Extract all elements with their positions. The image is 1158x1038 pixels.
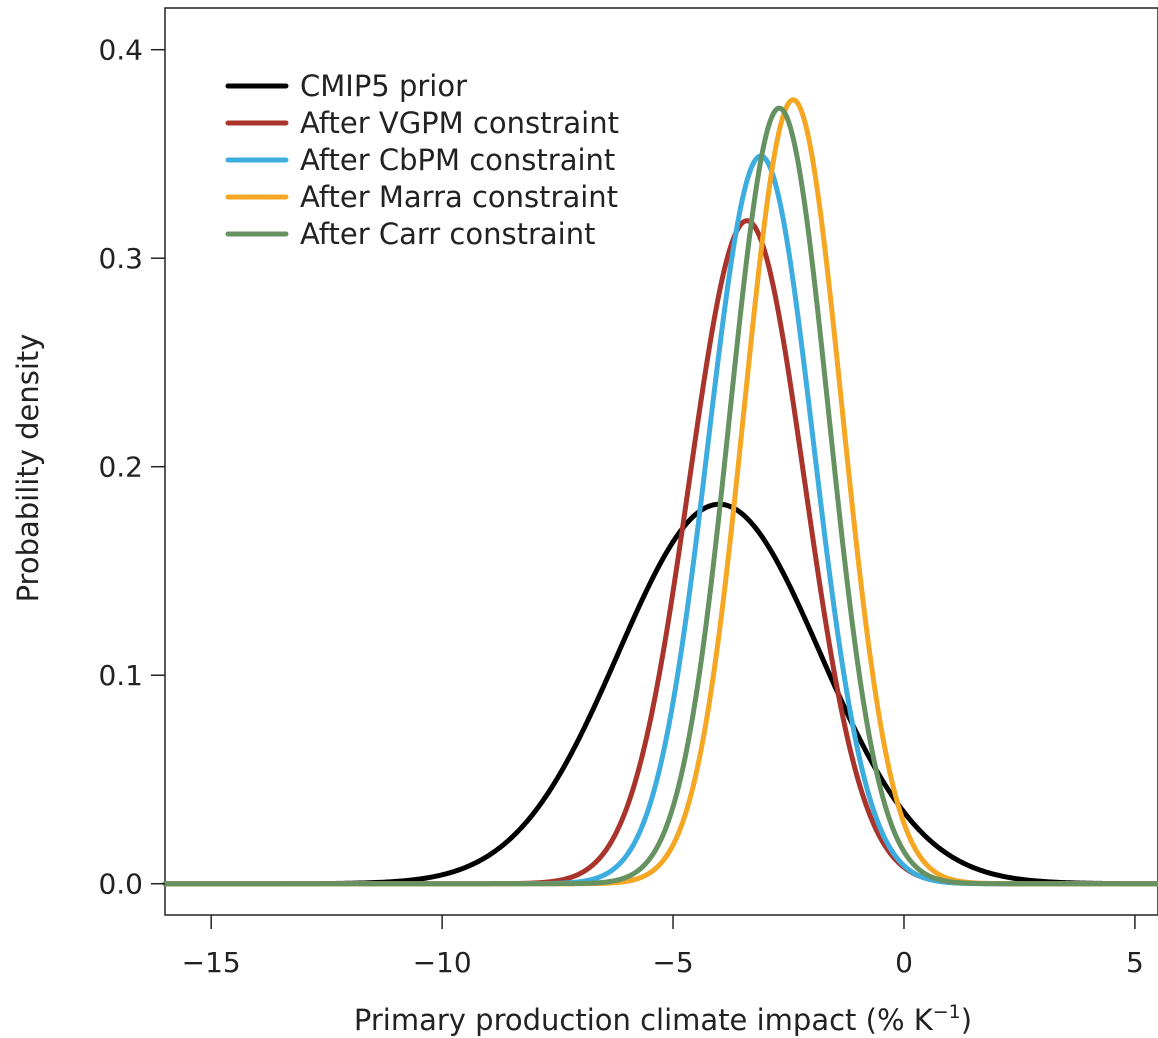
- plot-frame: [164, 7, 1158, 916]
- y-axis-title: Probability density: [11, 334, 45, 603]
- y-axis: 0.0 0.1 0.2 0.3 0.4: [98, 34, 165, 901]
- legend-label-0: CMIP5 prior: [300, 69, 467, 103]
- x-tick-label-2: −5: [652, 946, 693, 979]
- x-tick-label-3: 0: [895, 946, 913, 979]
- series-line-4: [162, 105, 1158, 887]
- series-layer: [162, 97, 1158, 887]
- legend-label-1: After VGPM constraint: [300, 106, 619, 140]
- y-tick-label-0: 0.0: [98, 868, 143, 901]
- y-tick-label-1: 0.1: [98, 659, 143, 692]
- legend-label-2: After CbPM constraint: [300, 143, 615, 177]
- x-tick-label-0: −15: [182, 946, 241, 979]
- x-axis-title: Primary production climate impact (% K−1…: [354, 1001, 972, 1037]
- y-tick-label-4: 0.4: [98, 34, 143, 67]
- y-tick-label-2: 0.2: [98, 451, 143, 484]
- x-tick-label-4: 5: [1126, 946, 1144, 979]
- legend-label-3: After Marra constraint: [300, 180, 618, 214]
- x-axis: −15 −10 −5 0 5: [182, 915, 1144, 979]
- x-tick-label-1: −10: [413, 946, 472, 979]
- y-tick-label-3: 0.3: [98, 242, 143, 275]
- plot-border: [164, 7, 1158, 916]
- legend-label-4: After Carr constraint: [300, 217, 595, 251]
